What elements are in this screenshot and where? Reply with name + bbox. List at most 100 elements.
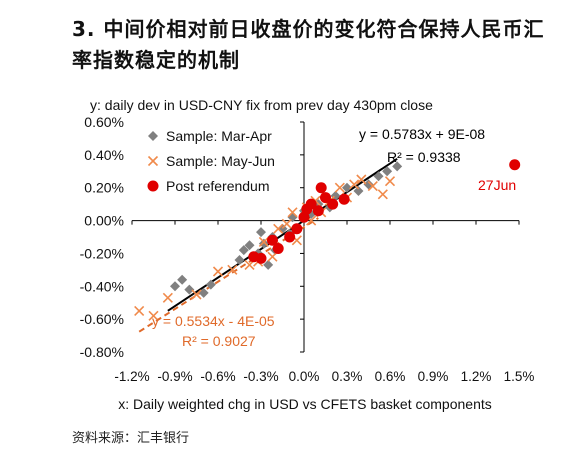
data-point	[227, 264, 238, 275]
x-axis-label: x: Daily weighted chg in USD vs CFETS ba…	[118, 396, 492, 412]
data-point	[392, 161, 403, 172]
y-tick-label: -0.80%	[80, 344, 124, 360]
x-marker-stroke	[258, 236, 269, 247]
data-point	[377, 189, 388, 200]
page-title: 3. 中间价相对前日收盘价的变化符合保持人民币汇率指数稳定的机制	[72, 17, 545, 72]
y-tick-label: 0.40%	[84, 147, 124, 163]
x-marker-stroke	[212, 266, 224, 277]
y-tick-label: 0.00%	[84, 213, 124, 229]
x-tick-label: -0.3%	[243, 369, 278, 384]
data-point	[327, 198, 339, 210]
legend-marker	[147, 155, 159, 167]
x-tick-label: 0.9%	[418, 369, 449, 384]
data-point	[281, 218, 292, 229]
data-point	[338, 193, 350, 205]
legend: Sample: Mar-Apr Sample: May-Jun Post refer…	[147, 128, 275, 194]
x-marker-stroke	[349, 179, 360, 190]
y-tick-label: -0.40%	[80, 278, 124, 294]
x-marker-stroke	[191, 289, 202, 300]
data-point	[287, 207, 298, 218]
annotation-label: y = 0.5783x + 9E-08	[359, 126, 485, 142]
x-tick-label: 0.0%	[289, 369, 320, 384]
data-points	[134, 159, 521, 321]
data-point	[266, 234, 278, 246]
data-point	[373, 171, 384, 182]
data-point	[384, 176, 396, 187]
y-axis-label: y: daily dev in USD-CNY fix from prev da…	[90, 97, 433, 113]
x-marker-stroke	[134, 305, 145, 316]
data-point	[263, 259, 274, 270]
data-point	[256, 227, 266, 238]
data-point	[148, 310, 159, 321]
legend-marker	[148, 131, 158, 141]
x-tick-label: -1.2%	[114, 369, 149, 384]
x-marker-stroke	[334, 182, 345, 193]
x-tick-label: 1.2%	[461, 369, 492, 384]
data-point	[255, 252, 267, 264]
trendline	[167, 157, 398, 312]
x-marker-stroke	[267, 251, 278, 262]
data-point	[238, 245, 249, 256]
data-point	[258, 236, 269, 247]
legend-marker	[147, 180, 159, 192]
x-tick-label: 0.3%	[332, 369, 363, 384]
legend-label: Sample: May-Jun	[166, 153, 275, 169]
data-point	[367, 181, 378, 192]
x-tick-label: -0.9%	[157, 369, 192, 384]
x-marker-stroke	[356, 174, 367, 185]
data-point	[342, 182, 352, 193]
x-marker-stroke	[147, 155, 159, 167]
data-point	[162, 292, 173, 303]
data-point	[312, 205, 324, 217]
y-tick-label: 0.60%	[84, 114, 124, 130]
annotation-label: R² = 0.9338	[387, 149, 461, 165]
y-tick-label: 0.20%	[84, 180, 124, 196]
data-point	[212, 266, 224, 277]
data-point	[284, 231, 296, 243]
y-tick-label: -0.60%	[80, 311, 124, 327]
x-marker-stroke	[273, 223, 284, 234]
x-marker-stroke	[367, 181, 378, 192]
data-point	[134, 305, 145, 316]
data-point	[315, 182, 327, 194]
data-point	[509, 159, 521, 171]
legend-label: Post referendum	[166, 178, 270, 194]
trendlines	[138, 157, 398, 333]
y-tick-label: -0.20%	[80, 245, 124, 261]
x-marker-stroke	[384, 176, 396, 187]
annotation-label: R² = 0.9027	[182, 333, 256, 349]
data-point	[353, 186, 364, 196]
axes-layer: 0.60% 0.40% 0.20% 0.00% -0.20% -0.40% -0.60% -0…	[80, 114, 535, 384]
legend-label: Sample: Mar-Apr	[166, 128, 272, 144]
x-marker-stroke	[281, 218, 292, 229]
x-marker-stroke	[306, 215, 317, 226]
data-point	[191, 289, 202, 300]
data-point	[356, 174, 367, 185]
x-marker-stroke	[227, 264, 238, 275]
x-marker-stroke	[162, 292, 173, 303]
data-point	[349, 179, 360, 190]
data-point	[267, 251, 278, 262]
data-point	[273, 223, 284, 234]
annotation-label: 27Jun	[478, 177, 516, 193]
annotation-label: y = 0.5534x - 4E-05	[152, 313, 275, 329]
data-point	[334, 182, 345, 193]
data-point	[234, 255, 245, 265]
data-point	[205, 279, 216, 290]
x-marker-stroke	[148, 310, 159, 321]
source-note: 资料来源：汇丰银行	[72, 431, 190, 446]
data-point	[177, 274, 188, 285]
data-point	[258, 238, 269, 249]
data-point	[170, 281, 180, 292]
data-point	[305, 198, 317, 210]
data-point	[244, 240, 255, 251]
data-point	[184, 284, 195, 295]
x-marker-stroke	[291, 235, 302, 246]
trendline	[138, 217, 319, 333]
data-point	[382, 166, 393, 177]
x-tick-label: 0.6%	[375, 369, 406, 384]
data-point	[320, 192, 331, 204]
x-marker-stroke	[377, 189, 388, 200]
annotations: y = 0.5783x + 9E-08 R² = 0.9338 y = 0.5534…	[152, 126, 516, 349]
